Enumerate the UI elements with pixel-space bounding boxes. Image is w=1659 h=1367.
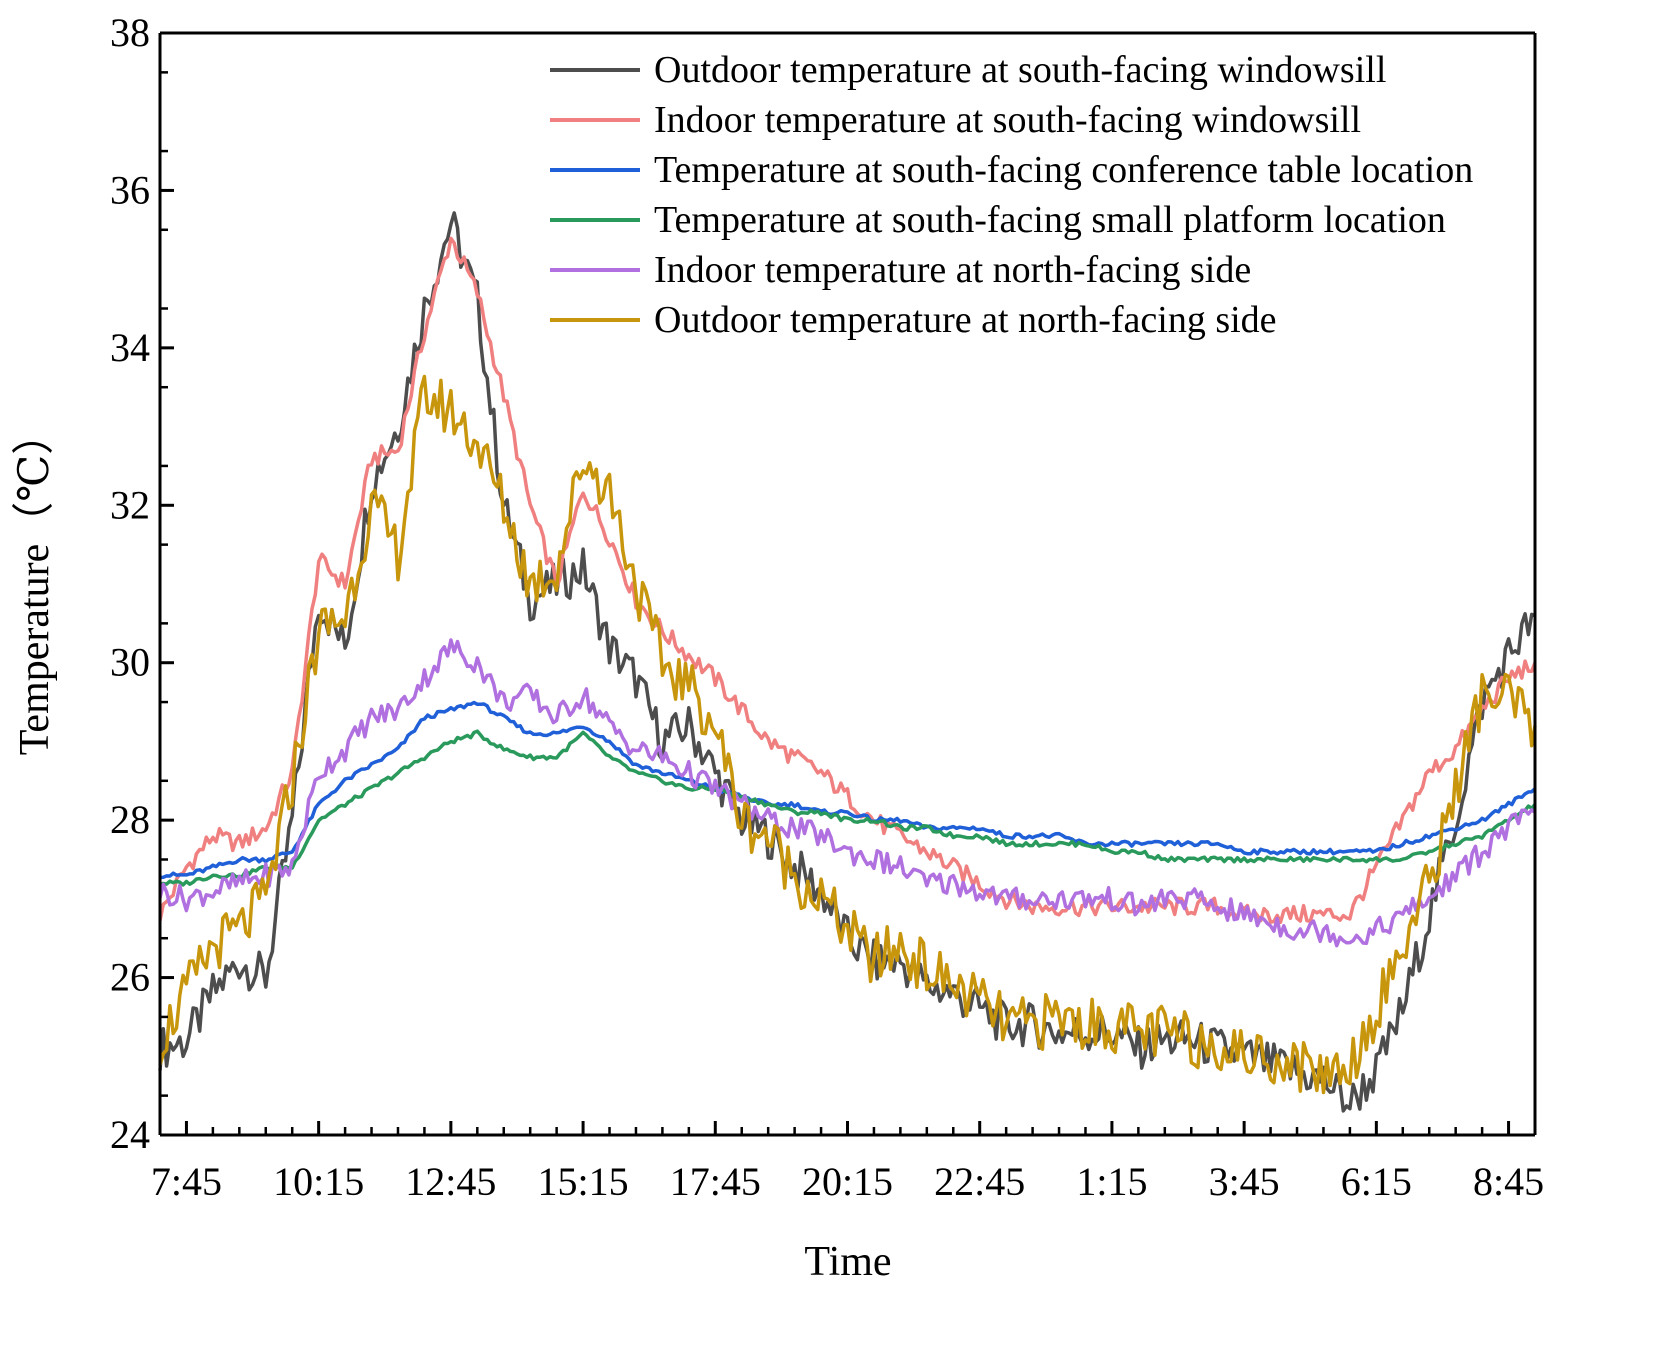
series-line-2 bbox=[158, 236, 1537, 925]
legend-label-2: Indoor temperature at south-facing windo… bbox=[654, 99, 1361, 141]
x-tick-label: 7:45 bbox=[151, 1159, 222, 1204]
legend-label-1: Outdoor temperature at south-facing wind… bbox=[654, 49, 1386, 91]
legend-label-4: Temperature at south-facing small platfo… bbox=[654, 199, 1446, 241]
x-tick-label: 15:15 bbox=[538, 1159, 629, 1204]
ticks-layer: 24 26 28 30 32 34 36 38 7:45 10:15 12:45 15:15 17:45… bbox=[110, 10, 1544, 1204]
x-tick-label: 6:15 bbox=[1341, 1159, 1412, 1204]
y-tick-label: 32 bbox=[110, 482, 150, 527]
legend-label-3: Temperature at south-facing conference t… bbox=[654, 149, 1473, 191]
y-axis-title: Temperature（℃） bbox=[12, 413, 58, 756]
legend-label-5: Indoor temperature at north-facing side bbox=[654, 249, 1251, 291]
x-axis-title: Time bbox=[804, 1239, 891, 1285]
y-tick-label: 38 bbox=[110, 10, 150, 55]
y-tick-label: 28 bbox=[110, 797, 150, 842]
y-tick-label: 26 bbox=[110, 955, 150, 1000]
x-tick-label: 22:45 bbox=[934, 1159, 1025, 1204]
series-line-1 bbox=[158, 211, 1536, 1113]
x-tick-label: 8:45 bbox=[1473, 1159, 1544, 1204]
x-tick-label: 20:15 bbox=[802, 1159, 893, 1204]
series-line-5 bbox=[158, 638, 1537, 948]
x-tick-label: 10:15 bbox=[273, 1159, 364, 1204]
y-tick-label: 24 bbox=[110, 1112, 150, 1157]
legend: Outdoor temperature at south-facing wind… bbox=[550, 49, 1473, 341]
series-line-3 bbox=[159, 700, 1537, 880]
y-tick-label: 36 bbox=[110, 167, 150, 212]
series-line-4 bbox=[159, 729, 1537, 887]
x-tick-label: 1:15 bbox=[1076, 1159, 1147, 1204]
legend-label-6: Outdoor temperature at north-facing side bbox=[654, 299, 1277, 341]
series-layer bbox=[158, 211, 1537, 1113]
x-tick-label: 3:45 bbox=[1209, 1159, 1280, 1204]
y-tick-label: 34 bbox=[110, 325, 150, 370]
y-tick-label: 30 bbox=[110, 640, 150, 685]
axes-layer bbox=[158, 31, 1537, 1137]
series-line-6 bbox=[158, 374, 1537, 1095]
x-tick-label: 12:45 bbox=[405, 1159, 496, 1204]
x-tick-label: 17:45 bbox=[670, 1159, 761, 1204]
